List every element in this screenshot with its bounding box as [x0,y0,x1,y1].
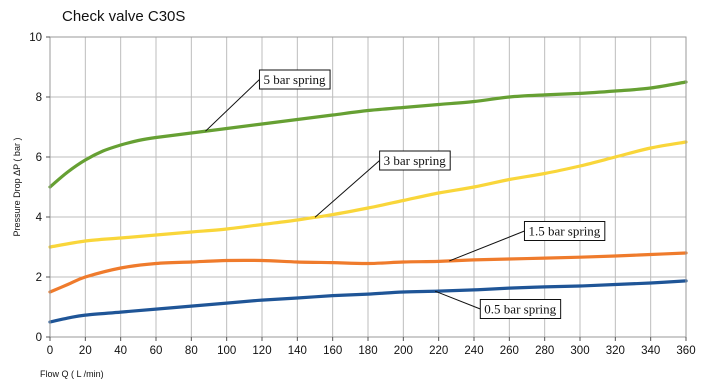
x-tick-label: 100 [217,345,236,357]
callout-leader-3-bar-spring [314,160,380,218]
series-line-5-bar-spring [48,80,688,189]
series-line-1-5-bar-spring [48,251,688,294]
callout-label-0-5-bar-spring: 0.5 bar spring [484,302,556,317]
x-tick-label: 240 [464,345,483,357]
x-tick-label: 60 [150,345,163,357]
x-tick-label: 140 [288,345,307,357]
x-tick-label: 160 [323,345,342,357]
y-tick-label: 10 [29,32,42,44]
y-tick-label: 8 [36,92,42,104]
callouts: 5 bar spring 3 bar spring 1.5 bar spring 0.… [205,69,606,319]
callout-0-5-bar-spring: 0.5 bar spring [434,290,562,319]
x-tick-label: 360 [676,345,695,357]
x-tick-label: 0 [47,345,53,357]
x-tick-label: 200 [394,345,413,357]
series-line-0-5-bar-spring [48,279,688,324]
x-tick-label: 300 [570,345,589,357]
x-tick-label: 260 [500,345,519,357]
callout-label-5-bar-spring: 5 bar spring [263,72,326,87]
x-tick-label: 320 [606,345,625,357]
callout-leader-5-bar-spring [205,79,260,132]
callout-3-bar-spring: 3 bar spring [314,150,451,218]
x-axis-label: Flow Q ( L /min) [40,369,104,379]
y-tick-label: 4 [36,212,43,224]
x-tick-label: 20 [79,345,92,357]
x-tick-label: 120 [252,345,271,357]
y-tick-label: 2 [36,272,42,284]
series-lines [48,80,688,324]
x-tick-label: 340 [641,345,660,357]
callout-leader-0-5-bar-spring [434,290,481,310]
axes: 0 20 40 60 80 100 120 140 160 180 200 220 240 260 280 3… [29,32,695,357]
y-tick-label: 0 [36,332,42,344]
x-tick-label: 220 [429,345,448,357]
grid [49,36,687,338]
x-tick-label: 40 [114,345,127,357]
y-tick-label: 6 [36,152,42,164]
callout-leader-1-5-bar-spring [449,230,525,262]
x-tick-label: 280 [535,345,554,357]
x-tick-label: 180 [358,345,377,357]
chart-title: Check valve C30S [62,8,186,25]
callout-label-1-5-bar-spring: 1.5 bar spring [528,224,600,239]
y-axis-label: Pressure Drop ΔP ( bar ) [12,138,22,237]
series-line-3-bar-spring [48,140,688,249]
callout-5-bar-spring: 5 bar spring [205,69,331,132]
callout-label-3-bar-spring: 3 bar spring [384,153,447,168]
callout-1-5-bar-spring: 1.5 bar spring [449,221,606,262]
x-tick-label: 80 [185,345,198,357]
